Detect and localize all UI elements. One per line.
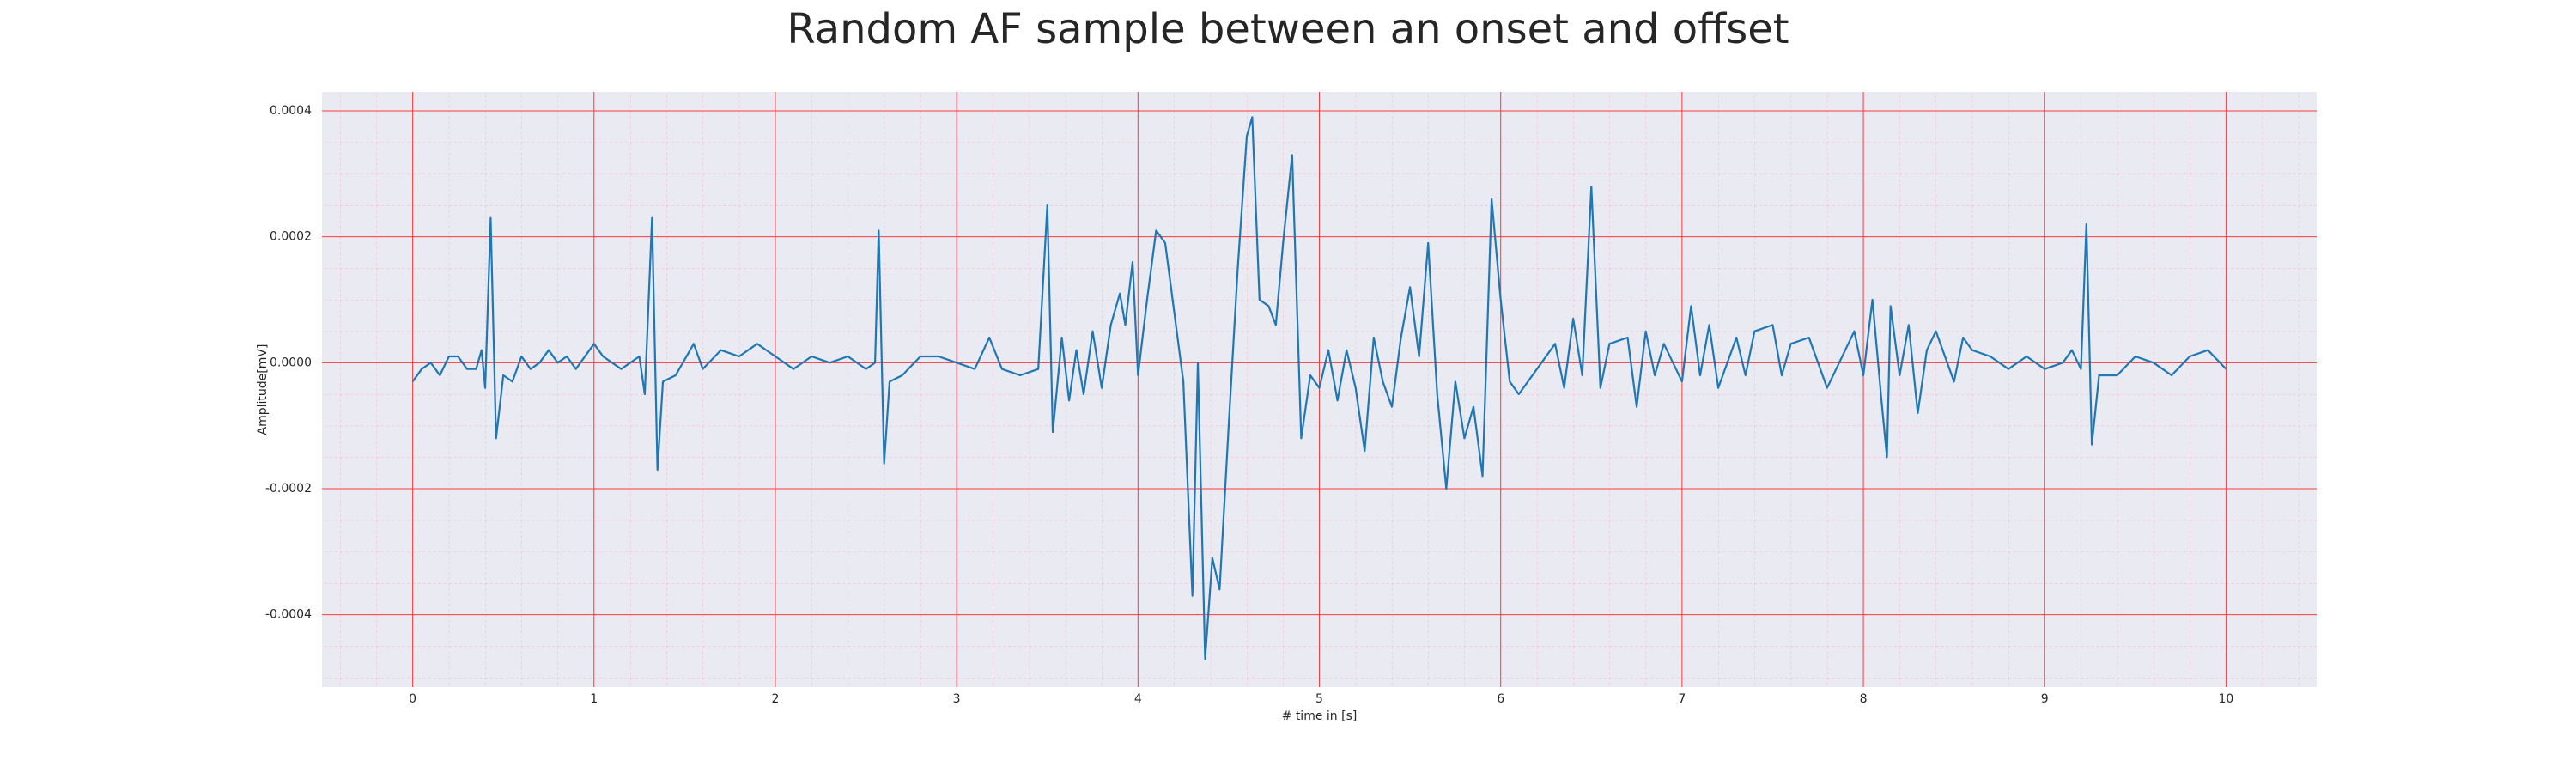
x-tick-label: 8 bbox=[1860, 692, 1868, 706]
x-axis-label: # time in [s] bbox=[1282, 709, 1358, 723]
x-tick-label: 5 bbox=[1315, 692, 1323, 706]
y-tick-label: 0.0002 bbox=[270, 230, 312, 244]
x-tick-label: 10 bbox=[2218, 692, 2233, 706]
x-tick-label: 9 bbox=[2041, 692, 2049, 706]
x-tick-label: 3 bbox=[953, 692, 961, 706]
data-line bbox=[411, 116, 2227, 660]
x-tick-label: 1 bbox=[590, 692, 598, 706]
x-tick-label: 0 bbox=[409, 692, 416, 706]
y-tick-label: 0.0000 bbox=[270, 356, 312, 369]
y-tick-label: 0.0004 bbox=[270, 104, 312, 118]
x-tick-label: 6 bbox=[1497, 692, 1504, 706]
y-tick-label: -0.0004 bbox=[265, 608, 312, 622]
x-tick-label: 2 bbox=[771, 692, 779, 706]
x-tick-label: 4 bbox=[1134, 692, 1142, 706]
chart-title: Random AF sample between an onset and of… bbox=[787, 5, 1789, 53]
y-tick-label: -0.0002 bbox=[265, 482, 312, 496]
y-axis-label: Amplitude[mV] bbox=[256, 344, 270, 435]
x-tick-label: 7 bbox=[1678, 692, 1686, 706]
